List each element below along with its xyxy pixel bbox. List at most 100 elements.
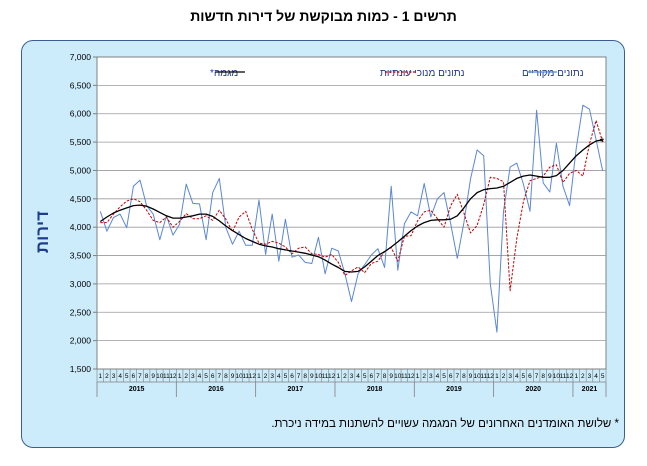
month-label: 9 (231, 373, 235, 380)
month-label: 6 (290, 373, 294, 380)
month-label: 5 (522, 373, 526, 380)
month-label: 3 (350, 373, 354, 380)
month-label: 8 (224, 373, 228, 380)
month-label: 1 (495, 373, 499, 380)
month-label: 5 (363, 373, 367, 380)
month-label: 2 (422, 373, 426, 380)
y-axis-label: דירות (33, 211, 52, 253)
footnote: * שלושת האומדנים האחרונים של המגמה עשויי… (271, 418, 619, 430)
month-label: 7 (297, 373, 301, 380)
series-line-1 (99, 104, 604, 333)
y-tick-label: 6,500 (70, 80, 92, 90)
month-label: 5 (284, 373, 288, 380)
year-label: 2015 (129, 386, 145, 393)
month-label: 6 (370, 373, 374, 380)
y-tick-label: 4,000 (70, 222, 92, 232)
month-label: 12 (169, 373, 177, 380)
month-label: 3 (508, 373, 512, 380)
month-label: 12 (249, 373, 257, 380)
y-tick-label: 6,000 (70, 109, 92, 119)
month-label: 5 (601, 373, 605, 380)
series-line-3 (99, 139, 603, 273)
month-label: 1 (336, 373, 340, 380)
chart-lines (99, 104, 604, 333)
month-label: 4 (515, 373, 519, 380)
month-label: 11 (560, 373, 567, 380)
month-label: 5 (125, 373, 129, 380)
month-label: 1 (574, 373, 578, 380)
series-line-2 (100, 120, 604, 292)
month-label: 9 (548, 373, 552, 380)
month-label: 11 (480, 373, 487, 380)
month-label: 6 (132, 373, 136, 380)
month-label: 3 (191, 373, 195, 380)
year-label: 2016 (208, 386, 224, 393)
y-tick-label: 3,000 (70, 279, 92, 289)
month-label: 10 (315, 373, 323, 380)
month-label: 5 (204, 373, 208, 380)
month-label: 4 (594, 373, 598, 380)
month-label: 10 (553, 373, 561, 380)
month-label: 12 (407, 373, 415, 380)
y-tick-label: 7,000 (70, 52, 92, 62)
month-label: 3 (112, 373, 116, 380)
y-tick-label: 4,500 (70, 194, 92, 204)
month-label: 8 (303, 373, 307, 380)
chart-title: תרשים 1 - כמות מבוקשת של דירות חדשות (190, 8, 457, 24)
month-label: 4 (118, 373, 122, 380)
month-label: 8 (462, 373, 466, 380)
month-label: 12 (566, 373, 574, 380)
month-label: 10 (236, 373, 244, 380)
month-label: 11 (163, 373, 170, 380)
chart-legend: נתונים מקוריים נתונים מנוכי עונתיות מגמה* (210, 68, 584, 79)
month-label: 3 (270, 373, 274, 380)
month-label: 10 (394, 373, 402, 380)
month-label: 8 (145, 373, 149, 380)
month-label: 1 (416, 373, 420, 380)
month-label: 12 (328, 373, 336, 380)
month-label: 6 (528, 373, 532, 380)
month-label: 9 (310, 373, 314, 380)
month-label: 12 (487, 373, 495, 380)
month-label: 1 (98, 373, 102, 380)
y-tick-label: 5,500 (70, 137, 92, 147)
year-label: 2017 (288, 386, 304, 393)
month-label: 7 (535, 373, 539, 380)
legend-label: נתונים מקוריים (522, 68, 584, 79)
y-tick-label: 1,500 (70, 364, 92, 374)
month-label: 9 (389, 373, 393, 380)
month-label: 4 (356, 373, 360, 380)
legend-label: מגמה* (210, 68, 238, 79)
month-label: 5 (442, 373, 446, 380)
month-label: 7 (138, 373, 142, 380)
month-label: 3 (588, 373, 592, 380)
month-label: 11 (322, 373, 329, 380)
year-label: 2019 (446, 386, 462, 393)
month-label: 1 (257, 373, 261, 380)
month-label: 6 (211, 373, 215, 380)
y-tick-label: 2,000 (70, 336, 92, 346)
year-label: 2020 (525, 386, 541, 393)
legend-label: נתונים מנוכי עונתיות (380, 68, 465, 79)
year-label: 2021 (582, 386, 598, 393)
month-label: 3 (429, 373, 433, 380)
month-label: 1 (178, 373, 182, 380)
month-label: 7 (376, 373, 380, 380)
month-label: 10 (473, 373, 481, 380)
month-label: 2 (105, 373, 109, 380)
month-label: 4 (198, 373, 202, 380)
y-axis: 1,500 2,000 2,500 3,000 3,500 4,000 4,500 5,000… (70, 52, 97, 374)
x-axis: 1 2 3 4 5 6 7 8 9 10 11 12 1 2 3 4 5 6 7 8 9 10 11 12 1 2 3 4 5 6 7 8 9 1… (96, 369, 607, 397)
trend-asterisk: * (600, 135, 605, 149)
month-label: 2 (581, 373, 585, 380)
y-tick-label: 3,500 (70, 251, 92, 261)
month-label: 4 (277, 373, 281, 380)
month-label: 10 (156, 373, 164, 380)
year-label: 2018 (367, 386, 383, 393)
month-label: 7 (455, 373, 459, 380)
month-label: 2 (264, 373, 268, 380)
plot-area (96, 56, 607, 370)
month-label: 2 (184, 373, 188, 380)
month-label: 6 (449, 373, 453, 380)
